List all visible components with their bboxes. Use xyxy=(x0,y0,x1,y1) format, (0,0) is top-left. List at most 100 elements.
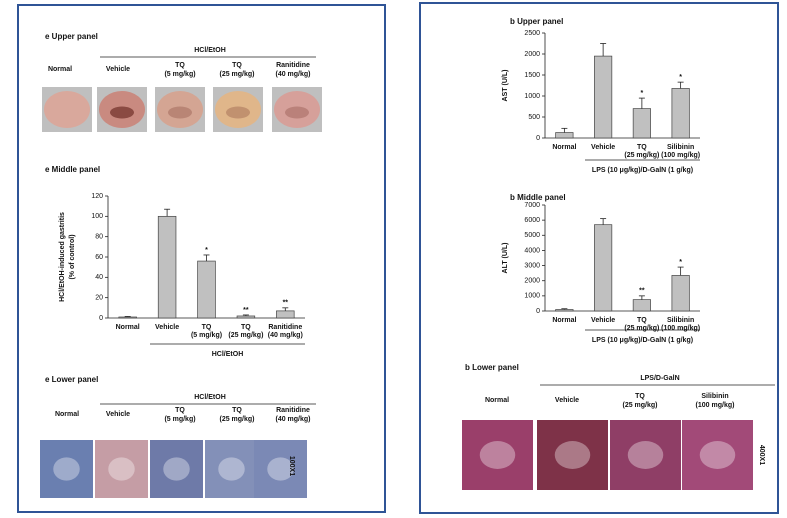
x-tick-label-line: Silibinin xyxy=(667,144,694,151)
x-tick-label: TQ (25 mg/kg) xyxy=(624,144,659,159)
histology-image xyxy=(610,420,681,490)
error-bar xyxy=(282,307,289,311)
image-label-line: (40 mg/kg) xyxy=(275,71,310,78)
panel-title: b Lower panel xyxy=(465,363,519,372)
bar xyxy=(197,260,216,319)
group-label: HCl/EtOH xyxy=(212,351,244,358)
bar xyxy=(236,315,256,319)
stomach-photo xyxy=(215,91,261,128)
stomach-photo xyxy=(44,91,90,128)
y-axis-label-line: (% of control) xyxy=(69,234,76,279)
x-tick-label-line: (100 mg/kg) xyxy=(661,325,700,332)
error-bar xyxy=(677,266,684,276)
group-label: LPS/D-GalN xyxy=(640,375,679,382)
bar xyxy=(594,55,613,139)
right-frame xyxy=(419,2,779,514)
y-tick-label: 80 xyxy=(95,234,103,241)
y-axis-label-line: HCl/EtOH-induced gastritis xyxy=(59,212,66,302)
significance: ** xyxy=(639,288,645,295)
lesion xyxy=(226,106,250,119)
x-tick-label: TQ (25 mg/kg) xyxy=(624,317,659,332)
x-tick-label: Vehicle xyxy=(591,317,615,324)
lesion xyxy=(285,106,309,119)
x-tick-label: Vehicle xyxy=(155,324,179,331)
y-tick-label: 2000 xyxy=(524,278,540,285)
bar xyxy=(632,108,651,139)
y-tick-label: 20 xyxy=(95,295,103,302)
image-label: Ranitidine (40 mg/kg) xyxy=(275,62,310,78)
x-tick-label: Normal xyxy=(552,317,576,324)
magnification: 100X1 xyxy=(288,456,295,476)
image-label: TQ (5 mg/kg) xyxy=(164,62,195,78)
y-tick-label: 1500 xyxy=(524,72,540,79)
x-tick-label-line: Ranitidine xyxy=(268,324,302,331)
y-tick-label: 0 xyxy=(99,315,103,322)
significance: * xyxy=(679,259,682,266)
y-tick-label: 2500 xyxy=(524,30,540,37)
tissue-feature xyxy=(218,457,245,481)
error-bar xyxy=(600,43,607,57)
tissue-feature xyxy=(267,457,294,481)
image-label-line: (40 mg/kg) xyxy=(275,416,310,423)
x-tick-label-line: (25 mg/kg) xyxy=(228,332,263,339)
x-tick-label: Silibinin (100 mg/kg) xyxy=(661,317,700,332)
histology-image xyxy=(254,440,307,498)
lesion xyxy=(110,106,134,119)
y-tick-label: 1000 xyxy=(524,293,540,300)
x-tick-label: Normal xyxy=(116,324,140,331)
y-tick-label: 1000 xyxy=(524,93,540,100)
x-tick-label-line: TQ xyxy=(202,324,212,331)
significance: * xyxy=(205,247,208,254)
chart-title: b Middle panel xyxy=(510,193,566,202)
lesion xyxy=(168,106,192,119)
x-tick-label: Normal xyxy=(552,144,576,151)
y-axis-label: ALT (U/L) xyxy=(502,243,509,274)
magnification: 400X1 xyxy=(758,445,765,465)
stomach-photo xyxy=(157,91,203,128)
x-tick-label-line: Silibinin xyxy=(667,317,694,324)
image-label-line: (5 mg/kg) xyxy=(164,416,195,423)
tissue-feature xyxy=(627,441,664,469)
image-label-line: (25 mg/kg) xyxy=(622,402,657,409)
x-tick-label-line: (5 mg/kg) xyxy=(191,332,222,339)
significance: ** xyxy=(243,307,249,314)
error-bar xyxy=(124,316,131,317)
y-axis-label-line: ALT (U/L) xyxy=(502,243,509,274)
x-tick-label: TQ (25 mg/kg) xyxy=(228,324,263,339)
error-bar xyxy=(561,127,568,133)
y-tick-label: 40 xyxy=(95,274,103,281)
bar xyxy=(671,88,690,139)
image-label-line: Ranitidine xyxy=(276,407,310,414)
image-label-line: TQ xyxy=(232,62,242,69)
y-tick-label: 4000 xyxy=(524,247,540,254)
panel-title: e Lower panel xyxy=(45,375,98,384)
error-bar xyxy=(561,308,568,310)
stomach-photo xyxy=(274,91,320,128)
image-label-line: TQ xyxy=(175,62,185,69)
y-tick-label: 5000 xyxy=(524,232,540,239)
x-tick-label-line: TQ xyxy=(637,317,647,324)
image-label: Silibinin (100 mg/kg) xyxy=(696,393,735,409)
histology-image xyxy=(537,420,608,490)
significance: * xyxy=(679,74,682,81)
bar xyxy=(555,132,574,139)
image-label: Vehicle xyxy=(106,411,130,418)
y-tick-label: 7000 xyxy=(524,202,540,209)
y-tick-label: 3000 xyxy=(524,262,540,269)
image-label: Vehicle xyxy=(555,397,579,404)
y-tick-label: 100 xyxy=(91,213,103,220)
image-label: TQ (25 mg/kg) xyxy=(219,62,254,78)
group-label: LPS (10 μg/kg)/D-GalN (1 g/kg) xyxy=(592,337,693,344)
histology-image xyxy=(95,440,148,498)
image-label: Normal xyxy=(485,397,509,404)
image-label: TQ (25 mg/kg) xyxy=(622,393,657,409)
image-label-line: TQ xyxy=(175,407,185,414)
group-label: LPS (10 μg/kg)/D-GalN (1 g/kg) xyxy=(592,167,693,174)
tissue-feature xyxy=(699,441,736,469)
tissue-feature xyxy=(163,457,190,481)
left-frame xyxy=(17,4,386,513)
y-tick-label: 6000 xyxy=(524,217,540,224)
y-tick-label: 0 xyxy=(536,135,540,142)
